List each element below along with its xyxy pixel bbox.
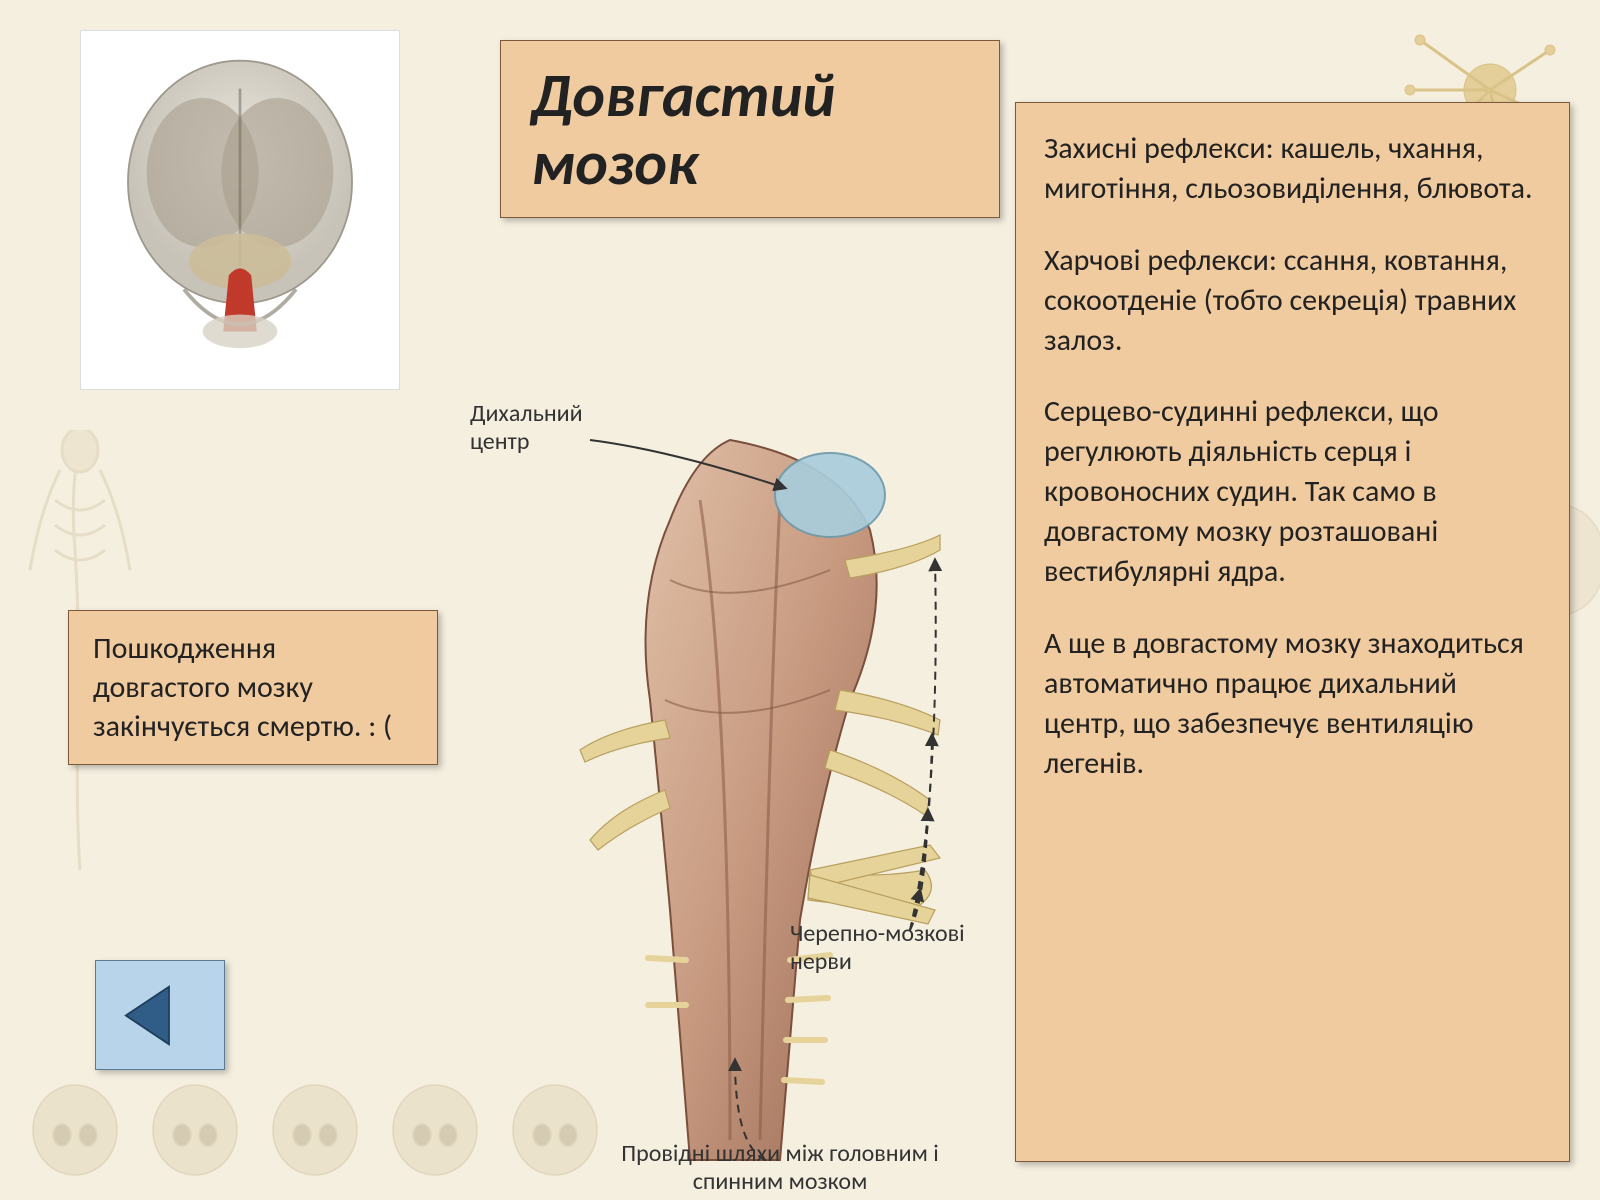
damage-note-panel: Пошкодження довгастого мозку закінчуєтьс… <box>68 610 438 765</box>
medulla-diagram: Дихальний центр Черепно-мозкові нерви Пр… <box>470 400 990 1180</box>
label-cranial-nerves: Черепно-мозкові нерви <box>790 920 1010 975</box>
title-panel: Довгастий мозок <box>500 40 1000 218</box>
label-pathways: Провідні шляхи між головним і спинним мо… <box>600 1140 960 1195</box>
paragraph-protective: Захисні рефлекси: кашель, чхання, миготі… <box>1044 129 1541 209</box>
main-text-panel: Захисні рефлекси: кашель, чхання, миготі… <box>1015 102 1570 1162</box>
brain-posterior-image <box>80 30 400 390</box>
slide-title: Довгастий мозок <box>531 61 969 197</box>
paragraph-cardio: Серцево-судинні рефлекси, що регулюють д… <box>1044 392 1541 591</box>
nav-back-button[interactable] <box>95 960 225 1070</box>
label-respiratory-center: Дихальний центр <box>470 400 640 455</box>
arrow-left-icon <box>115 978 205 1053</box>
damage-note-text: Пошкодження довгастого мозку закінчуєтьс… <box>93 630 392 745</box>
paragraph-respiratory: А ще в довгастому мозку знаходиться авто… <box>1044 624 1541 784</box>
paragraph-food: Харчові рефлекси: ссання, ковтання, соко… <box>1044 241 1541 361</box>
